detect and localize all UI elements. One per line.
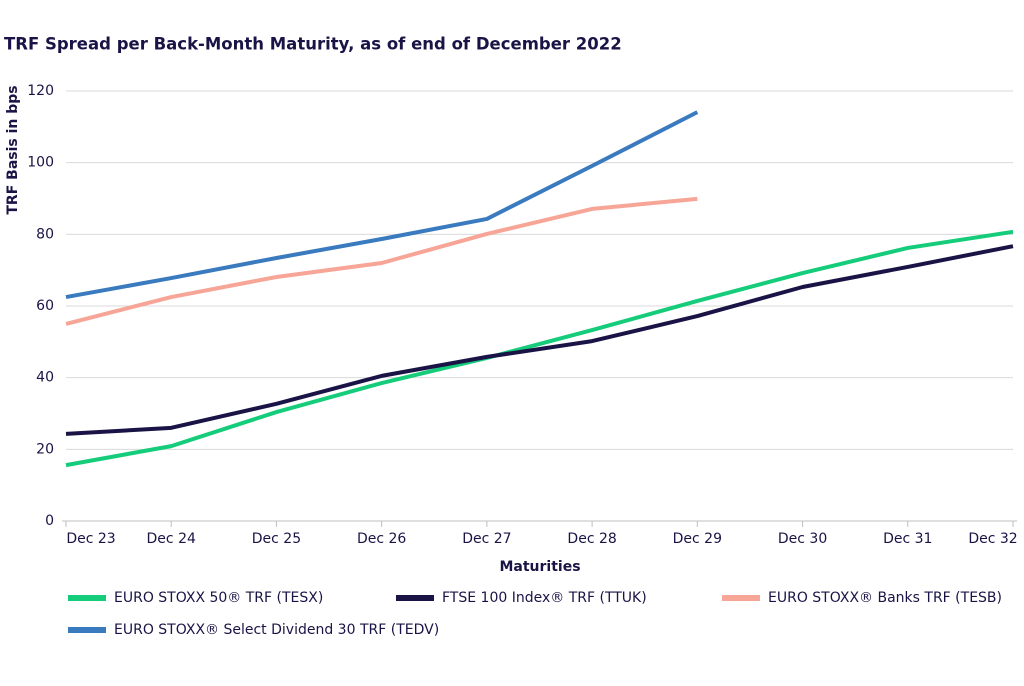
x-tick-label: Dec 25 [252, 531, 301, 547]
x-tick-label: Dec 24 [147, 531, 196, 547]
chart-title: TRF Spread per Back-Month Maturity, as o… [4, 35, 622, 54]
y-tick-label: 100 [27, 155, 54, 171]
series-line [65, 244, 1014, 436]
legend-label: EURO STOXX® Banks TRF (TESB) [768, 590, 1002, 606]
y-tick-label: 0 [45, 513, 54, 529]
x-tick-label: Dec 23 [66, 531, 115, 547]
y-tick-label: 20 [36, 441, 54, 457]
x-tick-label: Dec 31 [883, 531, 932, 547]
legend-label: EURO STOXX® Select Dividend 30 TRF (TEDV… [114, 622, 439, 638]
x-tick-label: Dec 30 [778, 531, 827, 547]
y-axis-title: TRF Basis in bps [5, 85, 21, 214]
x-tick-label: Dec 28 [567, 531, 616, 547]
y-tick-label: 40 [36, 370, 54, 386]
y-tick-label: 120 [27, 83, 54, 99]
x-tick-label: Dec 29 [673, 531, 722, 547]
y-tick-label: 60 [36, 298, 54, 314]
series-line [65, 229, 1014, 468]
legend-label: EURO STOXX 50® TRF (TESX) [114, 590, 323, 606]
x-tick-label: Dec 32 [968, 531, 1017, 547]
series-line [65, 110, 699, 300]
series-line [65, 196, 698, 326]
x-axis-title: Maturities [499, 559, 580, 575]
y-tick-label: 80 [36, 226, 54, 242]
legend-label: FTSE 100 Index® TRF (TTUK) [442, 590, 647, 606]
x-tick-label: Dec 26 [357, 531, 406, 547]
x-tick-label: Dec 27 [462, 531, 511, 547]
